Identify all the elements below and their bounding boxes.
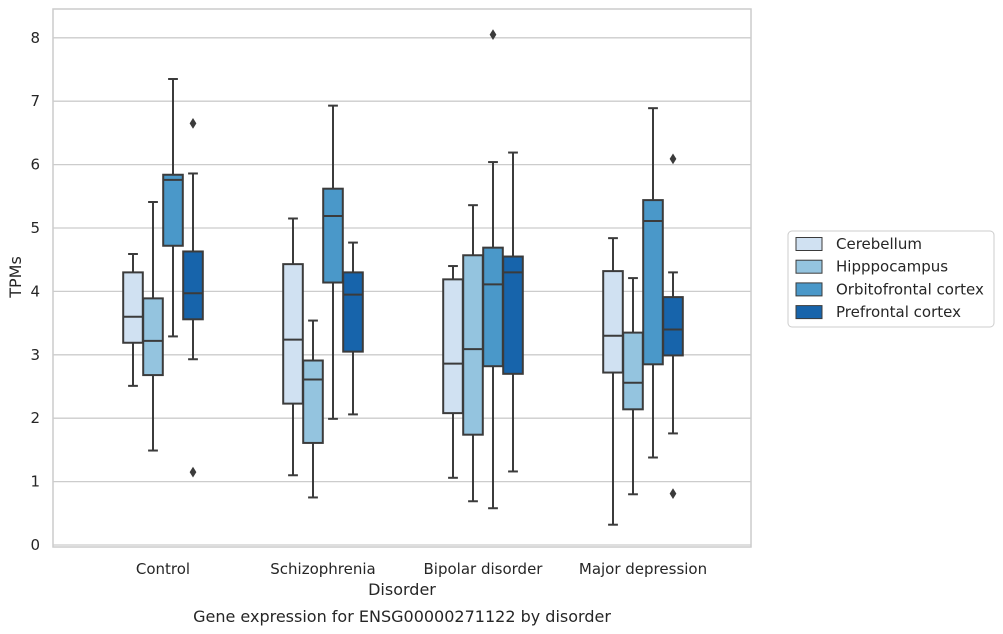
chart-caption: Gene expression for ENSG00000271122 by d… <box>193 607 611 626</box>
x-tick-labels: Control Schizophrenia Bipolar disorder Majo… <box>136 560 707 578</box>
outlier-point <box>669 153 677 165</box>
y-axis-label: TPMs <box>6 256 25 299</box>
box-iqr <box>622 331 644 411</box>
box-prefrontal-cortex <box>182 117 204 478</box>
box-iqr <box>662 296 684 357</box>
x-tick-label: Control <box>136 560 190 578</box>
box-iqr <box>322 187 344 284</box>
box-orbitofrontal-cortex <box>642 107 664 459</box>
y-tick-label: 0 <box>30 536 40 554</box>
x-tick-label: Major depression <box>579 560 707 578</box>
legend-swatch <box>795 305 823 320</box>
legend-label: Cerebellum <box>836 235 922 253</box>
y-tick-label: 4 <box>30 282 40 300</box>
y-tick-label: 2 <box>30 409 40 427</box>
box-hipppocampus <box>622 277 644 496</box>
legend-label: Prefrontal cortex <box>836 303 961 321</box>
box-iqr <box>122 271 144 344</box>
outlier-point <box>489 29 497 41</box>
box-iqr <box>182 250 204 321</box>
box-iqr <box>442 278 464 415</box>
y-tick-label: 6 <box>30 156 40 174</box>
outlier-point <box>189 117 197 129</box>
y-tick-label: 8 <box>30 29 40 47</box>
outlier-point <box>669 488 677 500</box>
y-tick-label: 3 <box>30 346 40 364</box>
box-hipppocampus <box>142 201 164 452</box>
box-prefrontal-cortex <box>502 151 524 473</box>
box-orbitofrontal-cortex <box>322 104 344 420</box>
legend-label: Orbitofrontal cortex <box>836 280 984 298</box>
legend: Cerebellum Hipppocampus Orbitofrontal cort… <box>787 230 995 328</box>
box-iqr <box>482 246 504 368</box>
x-tick-label: Schizophrenia <box>270 560 375 578</box>
box-iqr <box>342 271 364 353</box>
box-cerebellum <box>122 252 144 387</box>
box-prefrontal-cortex <box>342 241 364 416</box>
y-tick-labels: 0 1 2 3 4 5 6 7 8 <box>30 29 40 554</box>
box-hipppocampus <box>462 204 484 503</box>
box-iqr <box>602 270 624 374</box>
box-iqr <box>302 359 324 444</box>
y-tick-label: 5 <box>30 219 40 237</box>
box-cerebellum <box>602 237 624 526</box>
legend-frame <box>787 230 995 328</box>
box-cerebellum <box>442 265 464 479</box>
x-tick-label: Bipolar disorder <box>424 560 544 578</box>
x-axis-label: Disorder <box>368 580 436 599</box>
legend-swatch <box>795 237 823 251</box>
legend-swatch <box>795 259 823 274</box>
legend-swatch <box>795 282 823 297</box>
y-tick-label: 7 <box>30 92 40 110</box>
box-iqr <box>142 297 164 377</box>
box-iqr <box>282 263 304 405</box>
box-iqr <box>462 254 484 436</box>
box-prefrontal-cortex <box>662 153 684 500</box>
box-cerebellum <box>282 217 304 477</box>
box-iqr <box>162 173 184 247</box>
plot-frame <box>52 8 752 548</box>
outlier-point <box>189 466 197 478</box>
box-iqr <box>642 199 664 366</box>
box-hipppocampus <box>302 319 324 499</box>
box-plot-marks <box>122 29 684 526</box>
box-iqr <box>502 255 524 375</box>
y-tick-label: 1 <box>30 473 40 491</box>
legend-label: Hipppocampus <box>836 258 948 276</box>
box-orbitofrontal-cortex <box>162 78 184 338</box>
